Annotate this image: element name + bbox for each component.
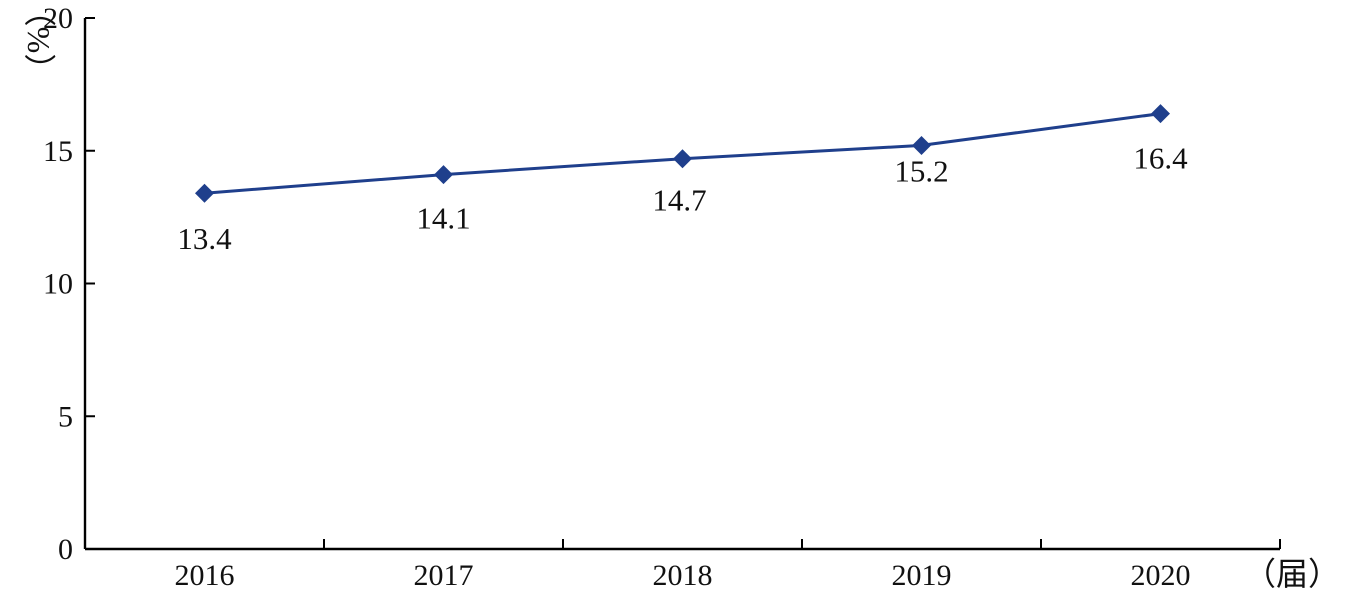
data-label: 13.4 <box>177 221 232 256</box>
y-tick-label: 0 <box>58 533 73 566</box>
x-tick-label: 2017 <box>414 559 474 592</box>
data-label: 14.1 <box>416 201 470 236</box>
y-ticks: 0 5 10 15 20 <box>43 2 95 566</box>
y-tick-label: 10 <box>43 268 73 301</box>
x-tick-label: 2019 <box>892 559 952 592</box>
x-ticks: 2016 2017 2018 2019 2020 <box>175 539 1281 592</box>
labels-layer: 13.4 14.1 14.7 15.2 16.4 <box>177 141 1188 257</box>
data-label: 16.4 <box>1133 141 1188 176</box>
data-label: 14.7 <box>652 183 706 218</box>
x-tick-label: 2018 <box>653 559 713 592</box>
x-axis-unit-label: （届） <box>1244 556 1340 592</box>
axes <box>83 18 1280 551</box>
x-tick-label: 2020 <box>1131 559 1191 592</box>
data-point-marker <box>673 149 692 169</box>
data-point-marker <box>195 183 214 203</box>
y-tick-label: 5 <box>58 400 73 433</box>
data-point-marker <box>1151 104 1170 124</box>
y-tick-label: 20 <box>43 2 73 35</box>
y-tick-label: 15 <box>43 135 73 168</box>
data-point-marker <box>912 135 931 155</box>
data-label: 15.2 <box>894 153 948 188</box>
y-axis-unit-label: （%） <box>21 0 57 85</box>
x-tick-label: 2016 <box>175 559 235 592</box>
series-layer <box>195 104 1170 203</box>
data-point-marker <box>434 165 453 185</box>
